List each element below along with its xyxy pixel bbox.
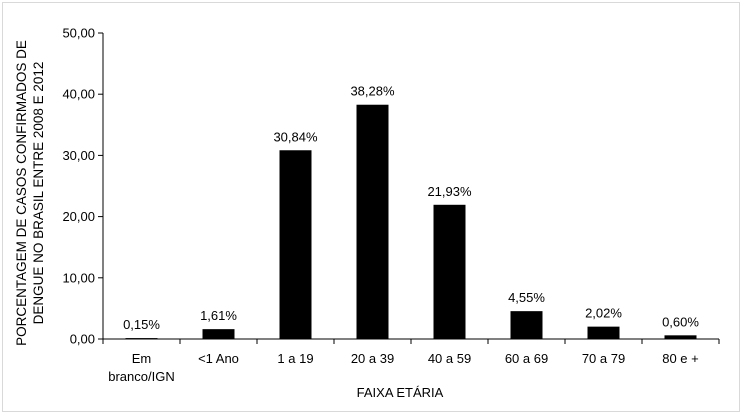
bar — [664, 335, 697, 339]
x-tick-label: 60 a 69 — [505, 351, 548, 366]
bar — [202, 329, 235, 339]
data-label: 2,02% — [585, 306, 622, 321]
data-label: 0,60% — [662, 314, 699, 329]
bar — [433, 204, 466, 339]
x-axis-title: FAIXA ETÁRIA — [357, 385, 444, 400]
y-tick-label: 30,00 — [62, 148, 95, 163]
data-label: 38,28% — [350, 84, 395, 99]
bar — [587, 326, 620, 339]
bar — [356, 104, 389, 339]
bar — [279, 150, 312, 339]
y-tick-label: 10,00 — [62, 270, 95, 285]
x-tick-label: 1 a 19 — [277, 351, 313, 366]
y-tick-label: 40,00 — [62, 87, 95, 102]
x-tick-label: Em — [132, 351, 152, 366]
y-axis-title-line-2: DENGUE NO BRASIL ENTRE 2008 E 2012 — [31, 62, 46, 325]
bar — [125, 338, 158, 339]
y-tick-label: 0,00 — [70, 332, 95, 347]
data-label: 4,55% — [508, 290, 545, 305]
x-tick-label: 70 a 79 — [582, 351, 625, 366]
data-label: 21,93% — [427, 184, 472, 199]
x-tick-label: branco/IGN — [108, 369, 174, 384]
x-tick-label: 20 a 39 — [351, 351, 394, 366]
y-axis-title-line-1: PORCENTAGEM DE CASOS CONFIRMADOS DE — [14, 40, 29, 346]
plot-area: 0,00 10,00 20,00 30,00 40,00 50,00 0,15% Em bran… — [62, 26, 720, 384]
x-tick-label: 80 e + — [662, 351, 699, 366]
x-tick-label: <1 Ano — [198, 351, 239, 366]
y-tick-label: 20,00 — [62, 209, 95, 224]
chart-frame — [2, 2, 740, 412]
y-axis-title: PORCENTAGEM DE CASOS CONFIRMADOS DE DENG… — [14, 40, 46, 346]
data-label: 30,84% — [273, 129, 318, 144]
bar — [510, 311, 543, 339]
y-tick-label: 50,00 — [62, 26, 95, 41]
x-tick-label: 40 a 59 — [428, 351, 471, 366]
data-label: 0,15% — [123, 317, 160, 332]
data-label: 1,61% — [200, 308, 237, 323]
